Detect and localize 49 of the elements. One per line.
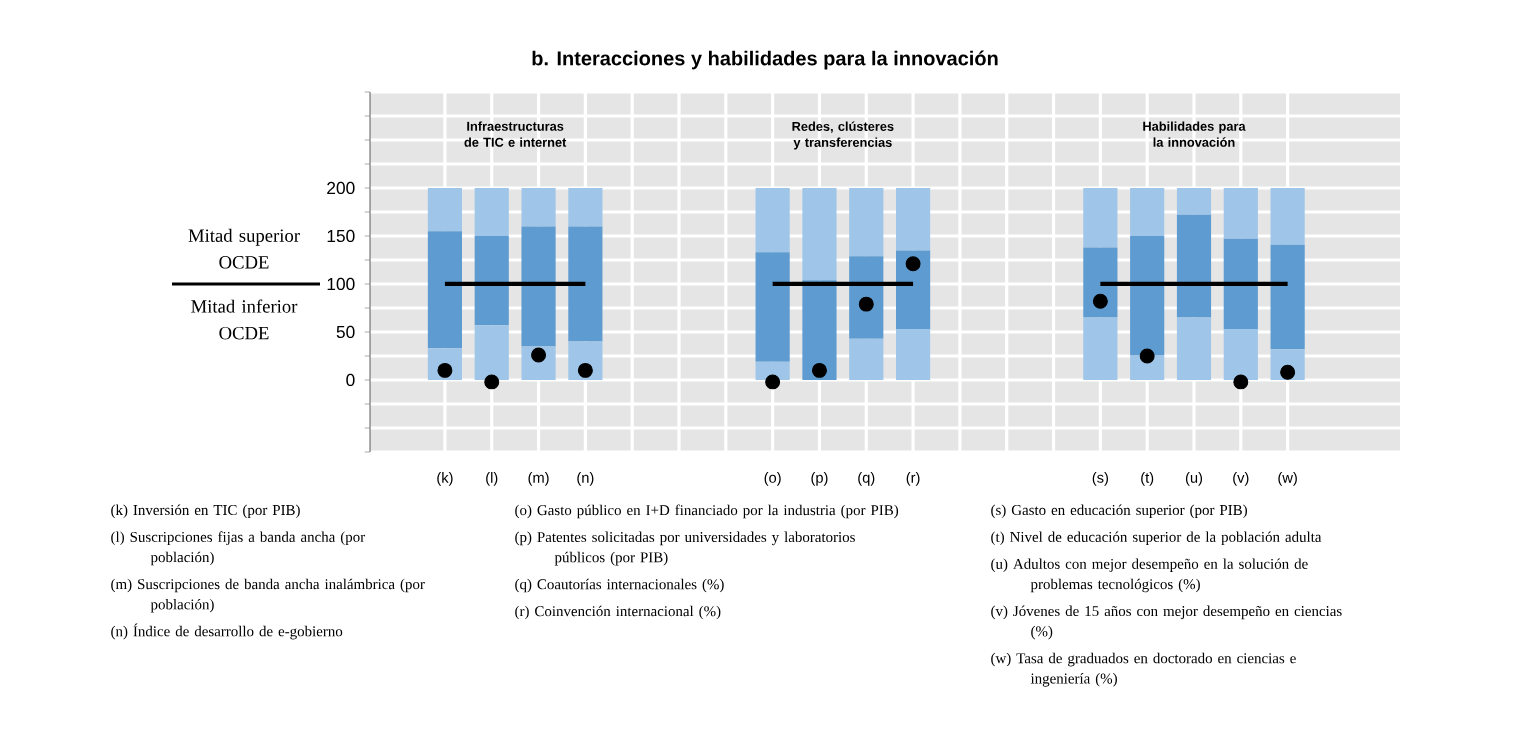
bar (568, 187, 603, 227)
y-tick-label: 200 (327, 181, 355, 195)
text: Mitad superior OCDE (188, 228, 300, 269)
bar (802, 280, 837, 380)
bar (521, 187, 556, 227)
bar (1083, 247, 1118, 318)
bar (849, 256, 884, 339)
bar (1176, 214, 1212, 318)
bar (755, 187, 790, 253)
point (484, 374, 500, 390)
text: Mitad inferior OCDE (191, 299, 298, 340)
bar (474, 235, 509, 326)
bar (1130, 235, 1165, 356)
bar (1176, 317, 1212, 380)
bar (1130, 187, 1165, 236)
bar (896, 250, 931, 330)
y-tick-label: 150 (327, 229, 355, 243)
bar (1223, 238, 1258, 330)
point (858, 296, 874, 312)
bar (474, 325, 509, 380)
chart-title: b. Interacciones y habilidades para la innovación (532, 50, 998, 70)
bar (474, 187, 509, 236)
bar (896, 329, 931, 380)
point (1233, 374, 1249, 390)
point (577, 362, 593, 378)
point (1139, 348, 1155, 364)
y-tick-label: 100 (327, 277, 355, 291)
bar (1223, 187, 1258, 239)
point (811, 362, 827, 378)
bar (568, 226, 603, 342)
bar (849, 338, 884, 380)
bar (1270, 187, 1305, 245)
bar (896, 187, 931, 251)
bar (1083, 187, 1118, 248)
bar (427, 231, 463, 349)
bar (1270, 244, 1305, 350)
bar (1083, 317, 1118, 380)
point (905, 256, 921, 272)
bar (427, 187, 463, 232)
bar (521, 226, 556, 347)
point (1092, 293, 1108, 309)
bar (755, 252, 790, 362)
point (765, 374, 781, 390)
bar (1176, 187, 1212, 215)
y-tick-label: 50 (336, 325, 355, 339)
bar (1223, 329, 1258, 380)
bar (802, 187, 837, 281)
bar (849, 187, 884, 257)
y-tick-label: 0 (346, 373, 355, 387)
